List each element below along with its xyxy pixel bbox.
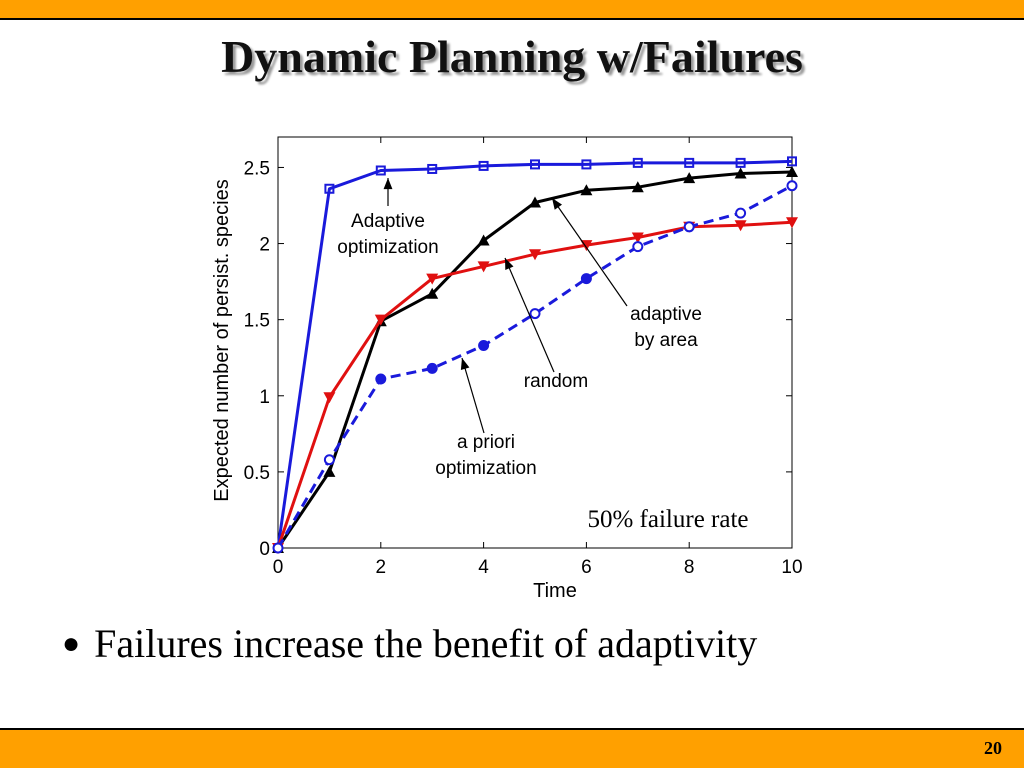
data-point — [529, 196, 541, 208]
data-point — [324, 183, 335, 194]
data-point — [477, 234, 490, 246]
data-point — [323, 392, 336, 404]
annotation-arrow-line — [504, 257, 555, 373]
data-point — [529, 308, 541, 320]
data-point — [632, 241, 644, 253]
series-label: Adaptive — [351, 211, 425, 232]
annotation-arrow-line — [461, 357, 485, 434]
annotation-adaptive_by_area: adaptive by area — [551, 197, 702, 351]
x-tick-label: 6 — [581, 557, 592, 578]
data-point — [272, 542, 284, 554]
annotation-arrowhead — [552, 198, 563, 210]
data-point — [529, 249, 541, 261]
page-number: 20 — [984, 738, 1002, 758]
plot-frame — [277, 136, 793, 549]
bullet-text: Failures increase the benefit of adaptiv… — [94, 621, 758, 666]
data-point — [684, 157, 695, 168]
series-line — [276, 184, 793, 549]
data-point — [580, 273, 592, 285]
data-point — [632, 157, 643, 168]
series-label: adaptive — [630, 304, 702, 325]
data-point — [478, 160, 489, 171]
series-label: optimization — [435, 458, 536, 479]
data-point — [477, 261, 490, 273]
x-tick-label: 8 — [684, 557, 695, 578]
data-point — [734, 167, 747, 179]
data-point — [374, 314, 387, 326]
data-point — [580, 184, 593, 196]
bullet-point: ● Failures increase the benefit of adapti… — [62, 620, 757, 667]
series-label: random — [524, 371, 588, 392]
data-point — [683, 221, 695, 233]
series-label: optimization — [337, 237, 438, 258]
data-point — [734, 220, 747, 232]
y-tick-label: 2.5 — [244, 158, 270, 179]
bottom-accent-bar: 20 — [0, 728, 1024, 768]
y-tick-label: 0 — [259, 539, 270, 560]
data-point — [323, 465, 336, 477]
data-point — [581, 159, 592, 170]
data-point — [427, 163, 438, 174]
x-tick-label: 2 — [376, 557, 387, 578]
data-point — [375, 165, 386, 176]
annotation-arrowhead — [383, 178, 393, 190]
series-a_priori — [272, 180, 798, 554]
y-tick-label: 1 — [259, 387, 270, 408]
data-point — [426, 362, 438, 374]
data-point — [735, 207, 747, 219]
y-tick-label: 2 — [259, 235, 270, 256]
annotation-random: random — [504, 257, 588, 392]
data-point — [631, 232, 644, 244]
data-point — [426, 287, 439, 299]
annotation-arrowhead — [505, 258, 514, 270]
x-tick-label: 0 — [273, 557, 284, 578]
x-tick-label: 4 — [478, 557, 489, 578]
series-line — [276, 159, 793, 549]
annotation-arrowhead — [460, 358, 470, 370]
data-point — [323, 454, 335, 466]
y-tick-label: 0.5 — [244, 463, 270, 484]
x-tick-label: 10 — [781, 557, 802, 578]
top-accent-bar — [0, 0, 1024, 20]
data-point — [683, 172, 696, 184]
x-axis-label: Time — [533, 580, 577, 602]
series-label: a priori — [457, 432, 515, 453]
data-point — [735, 157, 746, 168]
data-point — [426, 273, 439, 285]
failure-rate-note: 50% failure rate — [587, 506, 748, 533]
data-point — [786, 180, 798, 192]
data-point — [375, 373, 387, 385]
data-point — [530, 159, 540, 170]
data-point — [631, 181, 644, 193]
y-tick-label: 1.5 — [244, 311, 270, 332]
annotation-adaptive_optimization: Adaptive optimization — [337, 178, 439, 258]
data-point — [786, 217, 798, 229]
annotation-arrow-line — [551, 197, 628, 307]
annotation-a_priori: a priori optimization — [435, 357, 537, 479]
bullet-dot-icon: ● — [62, 627, 81, 660]
slide-title: Dynamic Planning w/Failures — [221, 31, 803, 82]
data-point — [478, 340, 490, 352]
data-point — [787, 156, 797, 167]
series-label: by area — [634, 330, 698, 351]
data-point — [786, 166, 798, 178]
y-axis-label: Expected number of persist. species — [211, 179, 233, 501]
